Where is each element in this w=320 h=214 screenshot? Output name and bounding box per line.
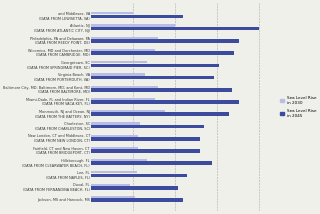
Bar [91, 88, 232, 92]
Bar [91, 37, 158, 39]
Bar [91, 73, 145, 76]
Bar [91, 149, 200, 153]
Bar [91, 24, 175, 27]
Bar [91, 186, 179, 190]
Bar [91, 76, 214, 79]
Bar [91, 161, 212, 165]
Bar [91, 27, 259, 30]
Bar [91, 196, 135, 198]
Bar [91, 51, 234, 55]
Bar [91, 174, 187, 177]
Bar [91, 49, 155, 51]
Bar [91, 159, 147, 161]
Bar [91, 198, 183, 202]
Bar [91, 171, 137, 174]
Bar [91, 122, 140, 125]
Bar [91, 125, 204, 128]
Bar [91, 15, 183, 18]
Bar [91, 147, 138, 149]
Bar [91, 61, 147, 63]
Bar [91, 39, 239, 43]
Bar [91, 86, 158, 88]
Bar [91, 112, 229, 116]
Bar [91, 135, 138, 137]
Legend: Sea Level Rise
in 2030, Sea Level Rise
in 2045: Sea Level Rise in 2030, Sea Level Rise i… [280, 96, 316, 118]
Bar [91, 110, 165, 112]
Bar [91, 64, 219, 67]
Bar [91, 98, 155, 100]
Bar [91, 100, 239, 104]
Bar [91, 137, 200, 141]
Bar [91, 12, 133, 15]
Bar [91, 184, 130, 186]
